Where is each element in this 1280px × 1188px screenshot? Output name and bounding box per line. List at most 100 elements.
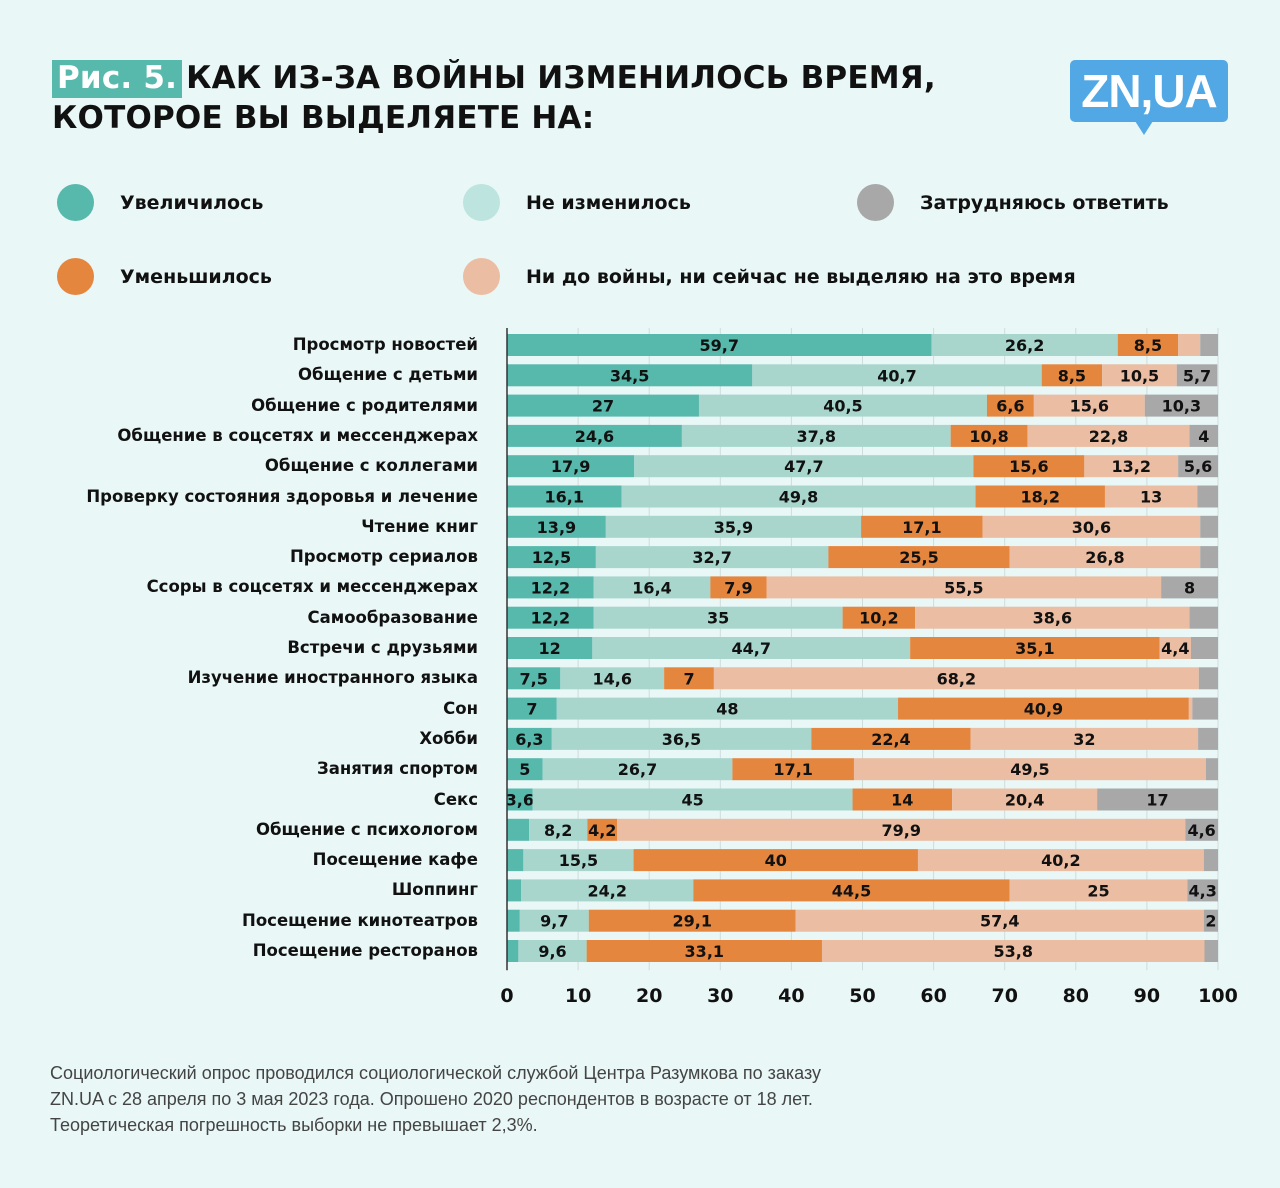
category-label: Общение с коллегами — [264, 456, 478, 476]
bar-value-label: 5,7 — [1183, 366, 1211, 385]
bar-segment — [821, 940, 1205, 962]
bar-value-label: 22,4 — [871, 730, 910, 749]
bar-value-label: 15,5 — [559, 851, 598, 870]
footnote-line-1: Социологический опрос проводился социоло… — [50, 1063, 822, 1083]
bar-segment — [1009, 879, 1188, 902]
bar-segment — [1187, 879, 1218, 902]
bar-segment — [507, 424, 682, 447]
bar-value-label: 10,8 — [969, 427, 1008, 446]
bar-segment — [1009, 546, 1201, 569]
bar-segment — [507, 637, 593, 659]
bar-segment — [1198, 667, 1218, 690]
bar-value-label: 26,7 — [618, 760, 657, 779]
bar-value-label: 40,2 — [1041, 851, 1080, 870]
legend-item: Не изменилось — [463, 184, 691, 221]
category-label: Хобби — [419, 728, 478, 748]
bar-value-label: 79,9 — [882, 821, 921, 840]
x-tick-label: 60 — [920, 985, 946, 1007]
bar-segment — [1102, 364, 1177, 387]
bar-segment — [950, 424, 1028, 447]
legend-item: Затрудняюсь ответить — [857, 184, 1169, 221]
category-label: Проверку состояния здоровья и лечение — [86, 486, 478, 506]
bar-segment — [523, 849, 634, 872]
bar-value-label: 12,2 — [531, 578, 570, 597]
bar-value-label: 4 — [1198, 427, 1209, 446]
bar-segment — [529, 818, 588, 841]
bar-segment — [507, 697, 557, 720]
bar-value-label: 40 — [765, 851, 787, 870]
bar-value-label: 16,1 — [544, 488, 583, 507]
category-label: Встречи с друзьями — [287, 638, 478, 657]
bar-segment — [852, 788, 953, 811]
bar-value-label: 24,6 — [575, 427, 614, 446]
bar-value-label: 17,1 — [902, 518, 941, 537]
bar-value-label: 44,5 — [832, 881, 871, 900]
bar-segment — [551, 727, 812, 750]
title-line-2: КОТОРОЕ ВЫ ВЫДЕЛЯЕТЕ НА: — [52, 100, 595, 136]
x-tick-label: 20 — [636, 985, 662, 1007]
bar-value-label: 25,5 — [899, 548, 938, 567]
x-tick-label: 40 — [778, 985, 804, 1007]
bar-segment — [698, 394, 987, 417]
bar-segment — [621, 485, 976, 508]
bar-segment — [521, 879, 694, 902]
category-label: Секс — [433, 789, 478, 809]
bar-value-label: 47,7 — [784, 457, 823, 476]
bar-value-label: 15,6 — [1009, 457, 1048, 476]
bar-value-label: 13,9 — [537, 518, 576, 537]
x-tick-label: 70 — [991, 985, 1017, 1007]
bar-segment — [1027, 424, 1190, 447]
bar-value-label: 22,8 — [1089, 427, 1128, 446]
bar-segment — [710, 576, 767, 599]
bar-value-label: 59,7 — [699, 336, 738, 355]
footnote: Социологический опрос проводился социоло… — [50, 1060, 1150, 1138]
bar-segment — [931, 334, 1118, 356]
figure-tag: Рис. 5. — [52, 60, 183, 98]
bar-segment — [1198, 727, 1218, 750]
bar-value-label: 7,9 — [724, 578, 752, 597]
legend-label: Уменьшилось — [120, 265, 272, 288]
bar-value-label: 8,5 — [1134, 336, 1162, 355]
bar-segment — [766, 576, 1162, 599]
bar-segment — [542, 758, 733, 781]
bar-value-label: 12,2 — [531, 609, 570, 628]
bar-segment — [507, 334, 932, 356]
bar-segment — [898, 697, 1189, 720]
bar-value-label: 32 — [1073, 730, 1095, 749]
bar-value-label: 12 — [539, 639, 561, 658]
bar-segment — [1189, 606, 1218, 629]
bar-value-label: 7 — [526, 700, 537, 719]
bar-value-label: 4,3 — [1189, 881, 1217, 900]
bar-value-label: 34,5 — [610, 366, 649, 385]
bar-segment — [917, 849, 1204, 872]
bar-segment — [975, 485, 1105, 508]
bar-segment — [1178, 455, 1218, 478]
bar-segment — [1188, 697, 1193, 720]
bar-value-label: 27 — [592, 397, 614, 416]
bar-value-label: 4,2 — [588, 821, 616, 840]
bar-segment — [986, 394, 1034, 417]
bar-segment — [713, 667, 1199, 690]
footnote-line-2: ZN.UA с 28 апреля по 3 мая 2023 года. Оп… — [50, 1089, 813, 1109]
bar-segment — [593, 606, 843, 629]
bar-segment — [507, 879, 522, 902]
bar-value-label: 6,6 — [996, 397, 1024, 416]
bar-value-label: 7,5 — [519, 669, 547, 688]
bar-value-label: 68,2 — [937, 669, 976, 688]
bar-value-label: 14 — [891, 791, 913, 810]
bar-value-label: 57,4 — [980, 912, 1019, 931]
bar-segment — [915, 606, 1190, 629]
bar-segment — [842, 606, 916, 629]
bar-segment — [664, 667, 714, 690]
bar-value-label: 4,4 — [1161, 639, 1189, 658]
bar-value-label: 30,6 — [1072, 518, 1111, 537]
bar-value-label: 17,1 — [773, 760, 812, 779]
bar-segment — [1200, 515, 1218, 538]
zn-ua-logo: ZN,UA — [1070, 60, 1228, 122]
bar-value-label: 8,5 — [1058, 366, 1086, 385]
category-label: Изучение иностранного языка — [187, 668, 478, 688]
bar-value-label: 2 — [1205, 912, 1216, 931]
bar-value-label: 5 — [519, 760, 530, 779]
bar-value-label: 53,8 — [993, 942, 1032, 961]
